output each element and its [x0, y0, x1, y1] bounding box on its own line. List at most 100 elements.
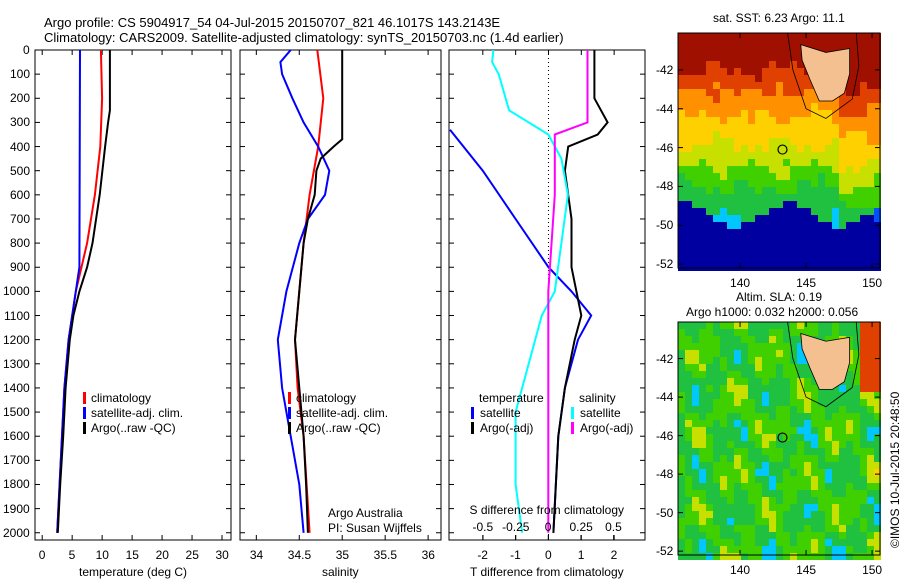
- map-cell: [741, 504, 748, 511]
- map-cell: [713, 61, 720, 68]
- map-cell: [734, 469, 741, 476]
- map-cell: [748, 187, 755, 194]
- map-cell: [867, 124, 874, 131]
- map-cell: [713, 392, 720, 399]
- sst-map-title: sat. SST: 6.23 Argo: 11.1: [713, 11, 845, 25]
- map-cell: [678, 33, 685, 40]
- map-cell: [741, 166, 748, 173]
- x2-tick-label: 0.25: [569, 520, 593, 534]
- map-cell: [776, 539, 783, 546]
- map-cell: [727, 462, 734, 469]
- map-cell: [776, 518, 783, 525]
- map-cell: [853, 103, 860, 110]
- map-cell: [706, 103, 713, 110]
- map-cell: [804, 385, 811, 392]
- map-cell: [734, 180, 741, 187]
- map-cell: [797, 54, 804, 61]
- map-cell: [769, 413, 776, 420]
- legend-swatch: [288, 407, 291, 419]
- map-cell: [720, 441, 727, 448]
- map-cell: [678, 89, 685, 96]
- map-cell: [783, 68, 790, 75]
- map-cell: [825, 511, 832, 518]
- legend-swatch: [571, 422, 574, 434]
- map-cell: [762, 124, 769, 131]
- map-cell: [692, 180, 699, 187]
- map-cell: [699, 68, 706, 75]
- map-cell: [860, 413, 867, 420]
- map-cell: [783, 462, 790, 469]
- map-cell: [762, 406, 769, 413]
- map-cell: [797, 61, 804, 68]
- map-cell: [713, 497, 720, 504]
- map-cell: [685, 448, 692, 455]
- x-tick-label: 0: [544, 548, 552, 562]
- map-cell: [811, 180, 818, 187]
- map-cell: [776, 68, 783, 75]
- map-cell: [860, 371, 867, 378]
- map-cell: [853, 399, 860, 406]
- map-cell: [818, 504, 825, 511]
- map-cell: [860, 257, 867, 264]
- map-cell: [678, 68, 685, 75]
- map-cell: [685, 243, 692, 250]
- map-cell: [741, 47, 748, 54]
- map-cell: [734, 385, 741, 392]
- map-cell: [860, 399, 867, 406]
- map-cell: [797, 250, 804, 257]
- map-cell: [790, 546, 797, 553]
- map-cell: [853, 152, 860, 159]
- map-cell: [783, 236, 790, 243]
- map-cell: [727, 420, 734, 427]
- map-cell: [846, 180, 853, 187]
- map-cell: [699, 427, 706, 434]
- x-tick-label: 5: [68, 548, 76, 562]
- map-cell: [839, 525, 846, 532]
- map-cell: [818, 441, 825, 448]
- map-cell: [734, 138, 741, 145]
- map-cell: [818, 208, 825, 215]
- map-cell: [783, 222, 790, 229]
- map-cell: [720, 378, 727, 385]
- map-cell: [776, 180, 783, 187]
- map-cell: [699, 455, 706, 462]
- map-cell: [825, 441, 832, 448]
- map-cell: [874, 399, 881, 406]
- map-cell: [860, 490, 867, 497]
- map-cell: [797, 434, 804, 441]
- map-cell: [825, 152, 832, 159]
- map-cell: [825, 110, 832, 117]
- map-cell: [706, 364, 713, 371]
- map-cell: [853, 497, 860, 504]
- map-cell: [811, 89, 818, 96]
- map-cell: [846, 131, 853, 138]
- map-cell: [846, 329, 853, 336]
- y-tick-label: 400: [10, 139, 31, 154]
- map-cell: [762, 96, 769, 103]
- map-cell: [783, 89, 790, 96]
- map-cell: [867, 441, 874, 448]
- map-cell: [720, 406, 727, 413]
- map-cell: [804, 378, 811, 385]
- map-cell: [706, 236, 713, 243]
- map-cell: [720, 322, 727, 329]
- map-cell: [797, 350, 804, 357]
- map-cell: [783, 420, 790, 427]
- legend-title: salinity: [579, 391, 616, 405]
- map-cell: [853, 378, 860, 385]
- map-cell: [741, 476, 748, 483]
- map-cell: [769, 427, 776, 434]
- map-cell: [699, 208, 706, 215]
- map-cell: [846, 364, 853, 371]
- map-cell: [783, 103, 790, 110]
- map-cell: [748, 378, 755, 385]
- map-cell: [762, 243, 769, 250]
- map-cell: [727, 322, 734, 329]
- map-cell: [874, 476, 881, 483]
- map-cell: [692, 434, 699, 441]
- map-cell: [776, 103, 783, 110]
- map-cell: [832, 441, 839, 448]
- map-cell: [685, 385, 692, 392]
- map-cell: [804, 75, 811, 82]
- map-cell: [846, 103, 853, 110]
